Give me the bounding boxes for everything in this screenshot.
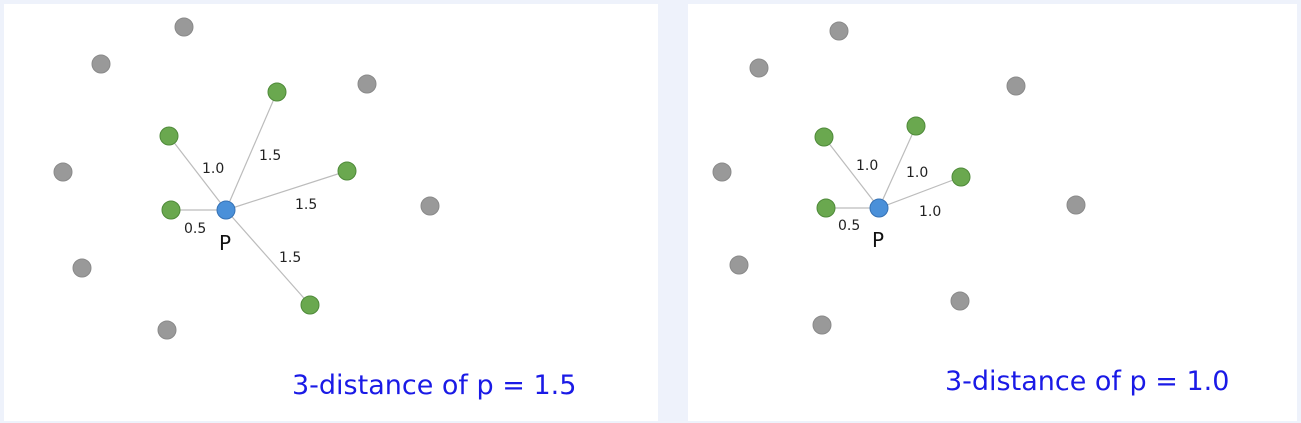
other-point: [749, 58, 769, 78]
neighbor-point: [159, 126, 179, 146]
k-distance-result: 3-distance of p = 1.0: [945, 366, 1230, 397]
edge-to-neighbor-1: [168, 135, 227, 211]
distance-label: 0.5: [838, 218, 860, 234]
neighbor-point: [951, 167, 971, 187]
distance-label: 1.5: [279, 250, 301, 266]
distance-label: 1.0: [856, 158, 878, 174]
edge-to-neighbor-4: [225, 209, 311, 306]
left-neighbor-points: [159, 82, 357, 315]
distance-label: 1.0: [919, 204, 941, 220]
other-point: [729, 255, 749, 275]
center-label: P: [872, 228, 884, 252]
other-point: [1006, 76, 1026, 96]
center-label: P: [219, 231, 231, 255]
neighbor-point: [814, 127, 834, 147]
distance-label: 0.5: [184, 221, 206, 237]
other-point: [712, 162, 732, 182]
distance-label: 1.5: [295, 197, 317, 213]
other-point: [174, 17, 194, 37]
neighbor-point: [267, 82, 287, 102]
distance-label: 1.0: [202, 161, 224, 177]
center-point-p: [216, 200, 236, 220]
center-point-p: [869, 198, 889, 218]
neighbor-point: [906, 116, 926, 136]
distance-label: 1.0: [906, 165, 928, 181]
neighbor-point: [300, 295, 320, 315]
other-point: [829, 21, 849, 41]
other-point: [420, 196, 440, 216]
panel-k-distance-1-0: P 1.0 1.0 1.0 0.5 3-distance of p = 1.0: [688, 4, 1297, 421]
left-diagram: P 1.0 1.5 1.5 1.5 0.5: [53, 17, 440, 340]
edge-to-neighbor-3: [878, 176, 962, 209]
right-edges: [823, 125, 962, 209]
other-point: [1066, 195, 1086, 215]
neighbor-point: [337, 161, 357, 181]
neighbor-point: [161, 200, 181, 220]
other-point: [357, 74, 377, 94]
right-other-points: [712, 21, 1086, 335]
other-point: [812, 315, 832, 335]
edge-to-neighbor-1: [823, 136, 880, 209]
other-point: [950, 291, 970, 311]
edge-to-neighbor-2: [225, 91, 278, 211]
panel-k-distance-1-5: P 1.0 1.5 1.5 1.5 0.5 3-distance of p = …: [4, 4, 658, 421]
edge-to-neighbor-2: [878, 125, 917, 209]
right-diagram: P 1.0 1.0 1.0 0.5: [712, 21, 1086, 335]
other-point: [72, 258, 92, 278]
other-point: [91, 54, 111, 74]
left-other-points: [53, 17, 440, 340]
neighbor-point: [816, 198, 836, 218]
other-point: [157, 320, 177, 340]
k-distance-result: 3-distance of p = 1.5: [292, 370, 577, 401]
other-point: [53, 162, 73, 182]
right-neighbor-points: [814, 116, 971, 218]
left-edges: [168, 91, 348, 306]
distance-label: 1.5: [259, 148, 281, 164]
edge-to-neighbor-3: [225, 170, 348, 211]
